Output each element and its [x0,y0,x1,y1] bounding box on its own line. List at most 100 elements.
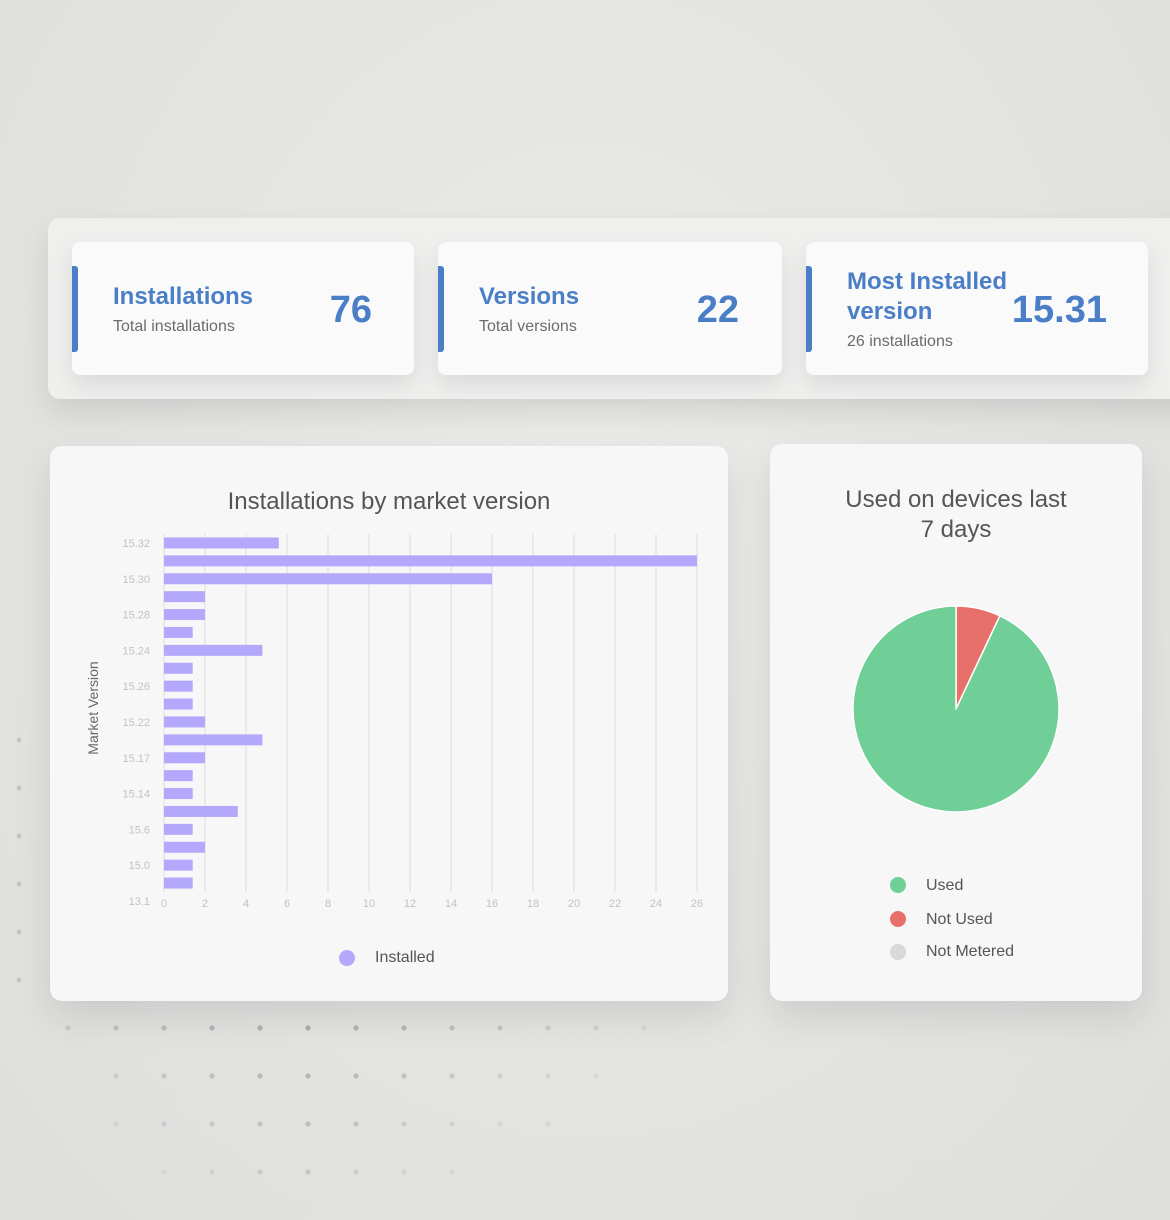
y-tick-label: 15.32 [122,538,150,550]
background-dot [641,1025,647,1031]
x-tick-label: 10 [363,898,375,910]
y-tick-label: 15.14 [122,789,150,801]
bar-chart-panel: Installations by market version 0 2 4 6 8 10 1… [50,446,728,1001]
card-title-line-2: version [847,298,933,325]
card-value: 76 [329,289,372,331]
background-dot [16,929,22,935]
bar-chart: 0 2 4 6 8 10 12 14 16 18 20 22 24 2615.3215.3015.2815… [85,534,703,910]
background-dot [257,1025,263,1031]
x-tick-label: 4 [243,898,249,910]
x-tick-label: 18 [527,898,539,910]
bar[interactable] [164,823,193,835]
background-dot [401,1169,407,1175]
background-dot [257,1169,263,1175]
background-dot [257,1073,263,1079]
pie-slice-used[interactable] [852,605,1060,813]
background-dot [16,737,22,743]
card-value: 15.31 [1011,289,1107,331]
background-dot [16,881,22,887]
bar[interactable] [164,877,193,889]
x-tick-label: 26 [691,898,703,910]
installations-card: Installations Total installations 76 [72,242,414,375]
background-dot [449,1169,455,1175]
bar[interactable] [164,788,193,800]
background-dot [449,1073,455,1079]
legend-not-used-label: Not Used [926,911,993,928]
background-dot [497,1121,503,1127]
legend-not-metered-label: Not Metered [926,943,1015,960]
bar[interactable] [164,626,193,638]
bar[interactable] [164,716,205,728]
card-subtitle: Total installations [113,318,235,335]
background-dot [113,1073,119,1079]
bar[interactable] [164,841,205,853]
legend-installed-label: Installed [375,949,435,966]
most-installed-card: Most Installed version 26 installations … [806,242,1148,375]
background-dot [401,1073,407,1079]
bar[interactable] [164,591,205,603]
chart-title: Installations by market version [227,488,551,515]
card-title: Versions [479,283,580,310]
bar[interactable] [164,770,193,782]
background-dot [161,1121,167,1127]
background-dot [16,833,22,839]
background-dot [113,1121,119,1127]
background-dot [305,1073,311,1079]
background-dot [305,1169,311,1175]
legend-used-dot [890,877,906,893]
bar[interactable] [164,573,492,585]
background-dot [16,785,22,791]
background-dot [209,1073,215,1079]
card-accent-bar [438,266,444,352]
background-dot [209,1169,215,1175]
card-title: Installations [113,283,254,310]
x-tick-label: 8 [325,898,331,910]
y-tick-label: 15.17 [122,753,150,765]
y-tick-label: 15.28 [122,610,150,622]
card-accent-bar [72,266,78,352]
background-dot [353,1121,359,1127]
bar[interactable] [164,537,279,549]
bar[interactable] [164,805,238,817]
y-tick-label: 15.26 [122,681,150,693]
bar[interactable] [164,859,193,871]
bar[interactable] [164,680,193,692]
bar[interactable] [164,644,263,656]
y-axis-label: Market Version [85,661,101,754]
background-dot [401,1121,407,1127]
card-subtitle: Total versions [479,318,577,335]
bar[interactable] [164,555,697,567]
background-dot [497,1025,503,1031]
y-tick-label: 13.1 [129,896,150,908]
legend-not-metered-dot [890,944,906,960]
background-dot [209,1121,215,1127]
x-tick-label: 6 [284,898,290,910]
legend-not-used-dot [890,911,906,927]
bar[interactable] [164,609,205,621]
bar[interactable] [164,752,205,764]
card-accent-bar [806,266,812,352]
card-title-line-1: Most Installed [847,268,1008,295]
y-tick-label: 15.0 [129,860,150,872]
versions-card: Versions Total versions 22 [438,242,782,375]
chart-title-line-2: 7 days [920,516,992,543]
x-tick-label: 22 [609,898,621,910]
background-dot [161,1025,167,1031]
background-dot [449,1121,455,1127]
background-dot [209,1025,215,1031]
y-tick-label: 15.6 [129,824,150,836]
background-dot [497,1073,503,1079]
x-tick-label: 12 [404,898,416,910]
x-tick-label: 20 [568,898,580,910]
bar[interactable] [164,698,193,710]
background-dot [161,1169,167,1175]
bar[interactable] [164,734,263,746]
x-tick-label: 2 [202,898,208,910]
background-dot [161,1073,167,1079]
pie-chart-panel: Used on devices last 7 days Used Not Use… [770,444,1142,1001]
legend-installed-dot [339,950,355,966]
bar[interactable] [164,662,193,674]
x-tick-label: 14 [445,898,457,910]
background-dot [545,1073,551,1079]
